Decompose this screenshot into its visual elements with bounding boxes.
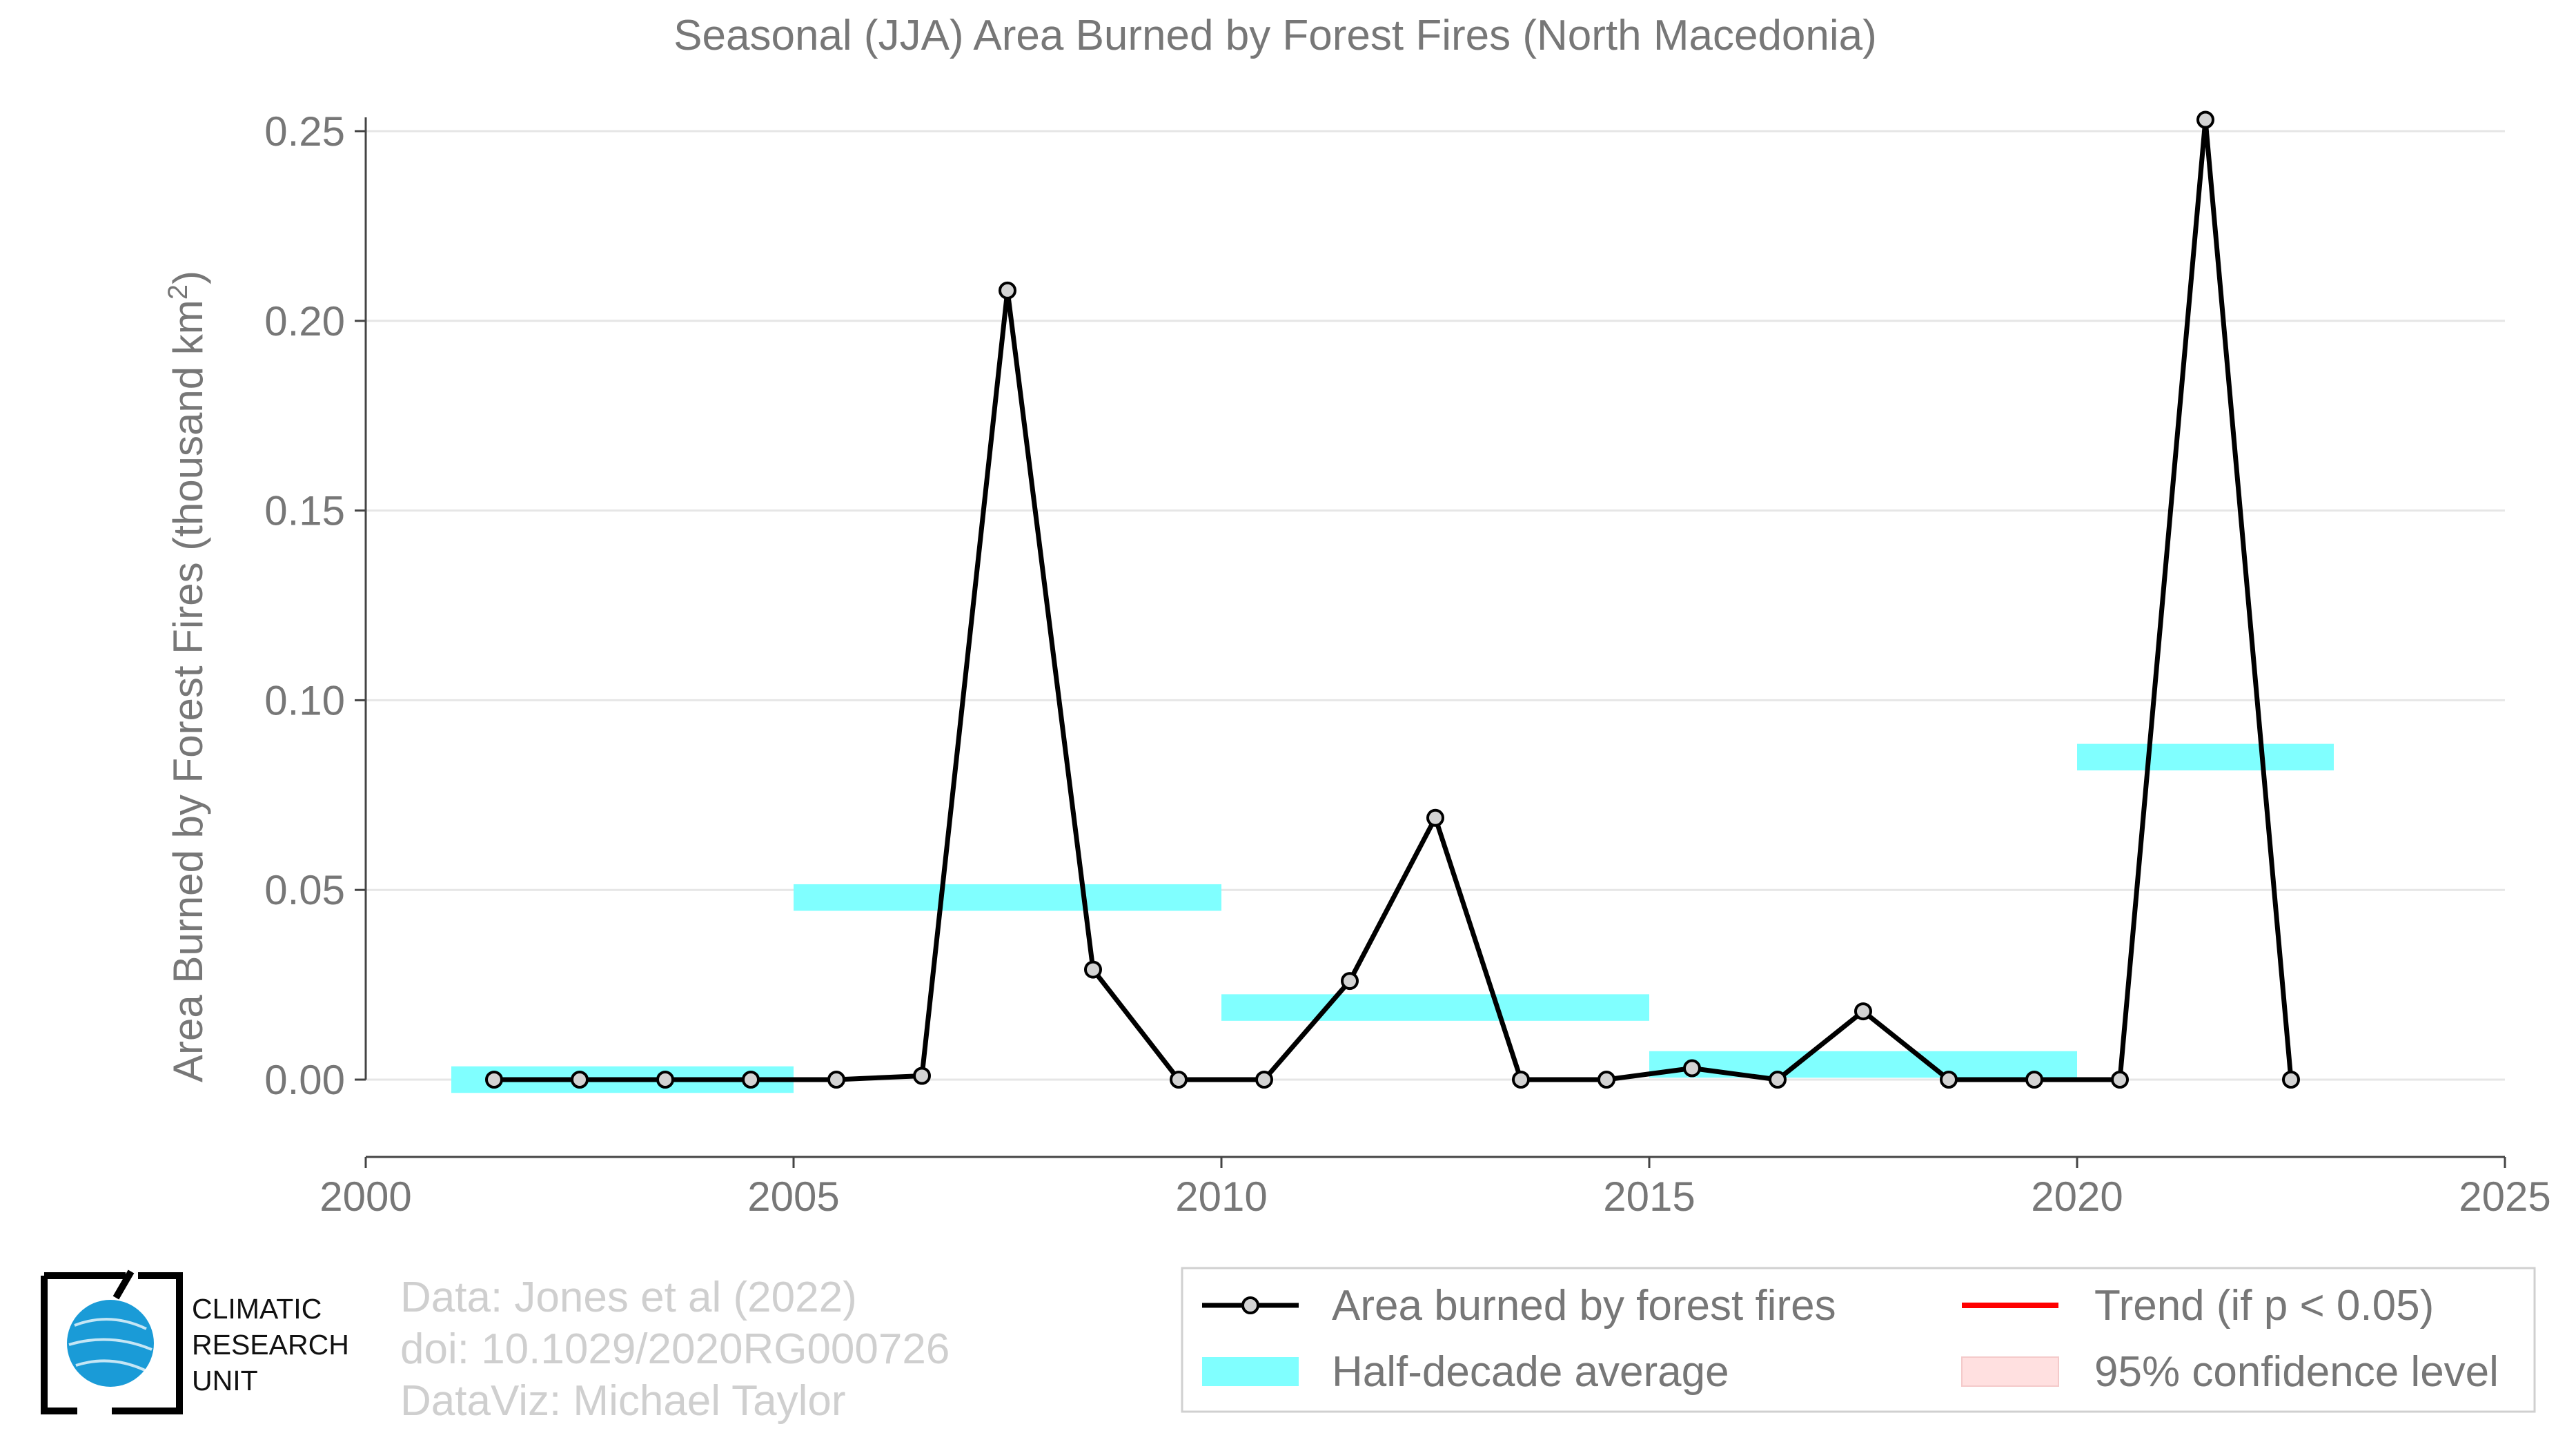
data-point [571, 1071, 589, 1089]
data-point [1170, 1071, 1188, 1089]
data-point [1940, 1071, 1958, 1089]
series-line [494, 117, 2294, 1082]
area-burned-series [485, 110, 2300, 1089]
legend-confidence-swatch [1961, 1356, 2059, 1387]
y-tick-label: 0.20 [264, 298, 345, 344]
y-tick-label: 0.15 [264, 488, 345, 534]
logo-bracket-right [112, 1272, 183, 1414]
globe-lines [68, 1318, 153, 1372]
gridlines [366, 130, 2505, 1081]
data-point [1597, 1071, 1615, 1089]
chart-title: Seasonal (JJA) Area Burned by Forest Fir… [674, 12, 1877, 59]
legend-label-series: Area burned by forest fires [1332, 1282, 1836, 1330]
half-decade-average-bars [451, 743, 2334, 1093]
logo-line-1: CLIMATIC [192, 1293, 322, 1325]
data-point [2025, 1071, 2043, 1089]
x-tick-label: 2015 [1603, 1174, 1695, 1220]
half-decade-bar [1221, 994, 1649, 1021]
legend: Area burned by forest fires Trend (if p … [1181, 1267, 2536, 1413]
logo-line-2: RESEARCH [192, 1329, 349, 1361]
legend-label-average: Half-decade average [1332, 1348, 1729, 1396]
credit-doi: doi: 10.1029/2020RG000726 [400, 1325, 950, 1373]
credit-data: Data: Jones et al (2022) [400, 1274, 857, 1321]
data-point [656, 1071, 674, 1089]
legend-label-confidence: 95% confidence level [2094, 1348, 2499, 1396]
cru-logo: CLIMATIC RESEARCH UNIT [41, 1269, 349, 1414]
data-point [2111, 1071, 2129, 1089]
data-point [1512, 1071, 1530, 1089]
x-tick-label: 2020 [2031, 1174, 2123, 1220]
y-axis-label-text: Area Burned by Forest Fires (thousand km [165, 300, 211, 1082]
data-point [1854, 1002, 1872, 1021]
legend-box [1181, 1267, 2536, 1413]
legend-marker-swatch [1241, 1296, 1259, 1314]
y-tick-label: 0.10 [264, 677, 345, 723]
credits: Data: Jones et al (2022) doi: 10.1029/20… [400, 1274, 950, 1425]
y-axis-label: Area Burned by Forest Fires (thousand km… [163, 271, 211, 1082]
data-point [913, 1067, 931, 1085]
data-point [999, 281, 1016, 300]
data-point [1426, 808, 1444, 827]
legend-item-series: Area burned by forest fires [1202, 1282, 1836, 1330]
legend-item-trend: Trend (if p < 0.05) [1962, 1282, 2434, 1330]
x-tick-label: 2000 [319, 1174, 411, 1220]
legend-item-average: Half-decade average [1202, 1348, 1729, 1396]
y-tick-label: 0.25 [264, 108, 345, 155]
y-axis-ticks: 0.00 0.05 0.10 0.15 0.20 0.25 [264, 108, 367, 1103]
x-tick-label: 2005 [747, 1174, 839, 1220]
data-point [2282, 1071, 2300, 1089]
y-tick-label: 0.05 [264, 867, 345, 913]
logo-line-3: UNIT [192, 1365, 258, 1396]
data-point [1341, 972, 1359, 991]
logo-slash [112, 1269, 135, 1300]
legend-average-swatch [1202, 1357, 1299, 1386]
credit-dataviz: DataViz: Michael Taylor [400, 1377, 846, 1425]
data-point [1683, 1059, 1701, 1078]
data-point [1769, 1071, 1787, 1089]
data-point [742, 1071, 760, 1089]
data-point [827, 1071, 845, 1089]
x-axis: 2000 2005 2010 2015 2020 2025 [319, 1156, 2551, 1220]
y-tick-label: 0.00 [264, 1057, 345, 1103]
half-decade-bar [1649, 1051, 2077, 1078]
x-tick-label: 2025 [2459, 1174, 2550, 1220]
y-axis-label-close: ) [165, 271, 211, 284]
x-tick-label: 2010 [1175, 1174, 1267, 1220]
y-axis-label-superscript: 2 [163, 284, 193, 300]
data-point [2196, 110, 2214, 129]
data-point [1084, 960, 1102, 979]
legend-label-trend: Trend (if p < 0.05) [2094, 1282, 2434, 1330]
half-decade-bar [794, 884, 1221, 911]
half-decade-bar [2077, 743, 2334, 771]
data-point [1255, 1071, 1273, 1089]
legend-item-confidence: 95% confidence level [1961, 1348, 2499, 1396]
logo-bracket-left [41, 1276, 77, 1414]
data-point [485, 1071, 503, 1089]
